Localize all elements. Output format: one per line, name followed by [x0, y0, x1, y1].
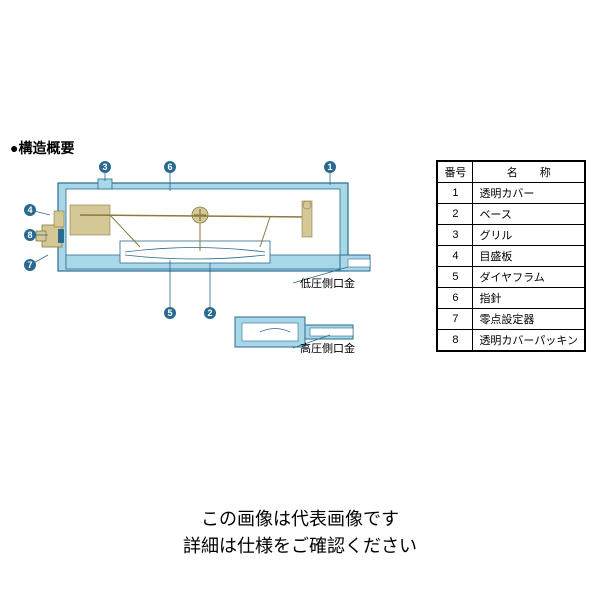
cell-name: ダイヤフラム [473, 267, 585, 288]
table-row: 2ベース [438, 204, 585, 225]
th-number: 番号 [438, 162, 473, 183]
cell-name: 零点設定器 [473, 309, 585, 330]
callout-number: 2 [207, 308, 212, 318]
table-row: 8透明カバーパッキン [438, 330, 585, 351]
table-row: 1透明カバー [438, 183, 585, 204]
callout-number: 4 [27, 205, 32, 215]
table-row: 7零点設定器 [438, 309, 585, 330]
cell-name: ベース [473, 204, 585, 225]
cell-number: 4 [438, 246, 473, 267]
callout-number: 7 [27, 260, 32, 270]
callout-number: 6 [167, 162, 172, 172]
cell-name: 透明カバーパッキン [473, 330, 585, 351]
table-row: 5ダイヤフラム [438, 267, 585, 288]
callout-number: 1 [327, 162, 332, 172]
th-name: 名 称 [473, 162, 585, 183]
cell-number: 2 [438, 204, 473, 225]
label-high-pressure: 高圧側口金 [300, 341, 355, 355]
cell-name: 目盛板 [473, 246, 585, 267]
callout-number: 3 [102, 162, 107, 172]
cell-name: 指針 [473, 288, 585, 309]
cell-number: 7 [438, 309, 473, 330]
footer-line1: この画像は代表画像です [183, 506, 417, 533]
cell-number: 3 [438, 225, 473, 246]
footer-note: この画像は代表画像です 詳細は仕様をご確認ください [183, 506, 417, 560]
main-housing [36, 179, 348, 271]
label-low-pressure: 低圧側口金 [300, 276, 355, 290]
cell-number: 5 [438, 267, 473, 288]
cell-name: 透明カバー [473, 183, 585, 204]
footer-line2: 詳細は仕様をご確認ください [183, 533, 417, 560]
diagram-svg: 1 2 3 4 5 6 7 8 低圧側口金 高圧側口金 [10, 155, 380, 375]
callout-number: 5 [167, 308, 172, 318]
table-row: 6指針 [438, 288, 585, 309]
parts-table: 番号 名 称 1透明カバー2ベース3グリル4目盛板5ダイヤフラム6指針7零点設定… [436, 160, 586, 352]
cell-number: 8 [438, 330, 473, 351]
table-row: 4目盛板 [438, 246, 585, 267]
table-row: 3グリル [438, 225, 585, 246]
cell-number: 1 [438, 183, 473, 204]
cell-name: グリル [473, 225, 585, 246]
cell-number: 6 [438, 288, 473, 309]
callout-number: 8 [27, 230, 32, 240]
structure-diagram: 1 2 3 4 5 6 7 8 低圧側口金 高圧側口金 [10, 155, 380, 375]
